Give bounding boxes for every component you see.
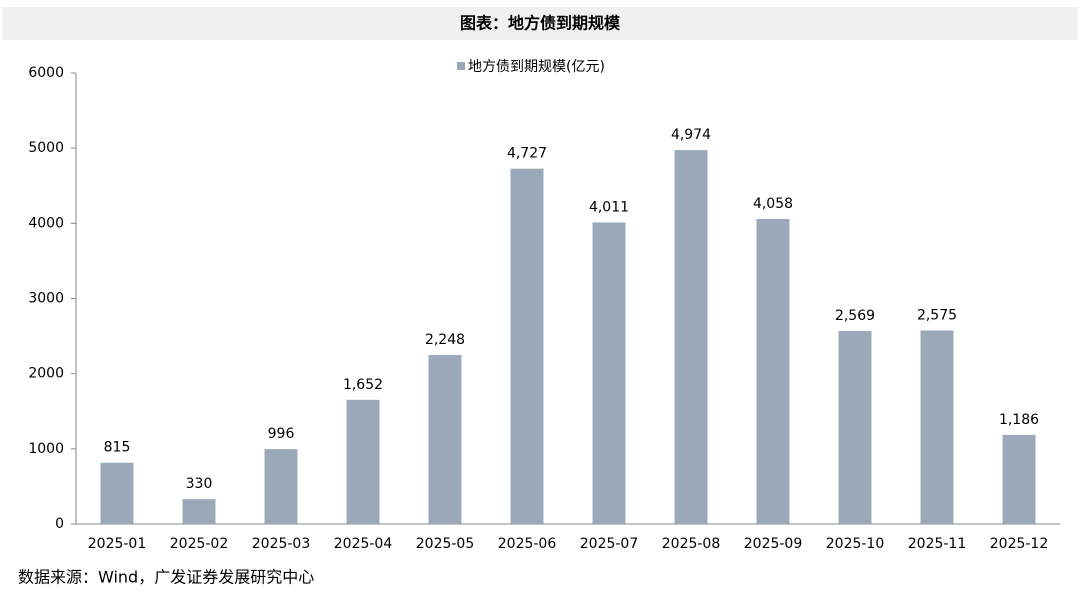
bar (920, 330, 954, 524)
bar (346, 399, 380, 524)
source-note: 数据来源：Wind，广发证券发展研究中心 (18, 568, 314, 587)
value-label: 1,186 (999, 412, 1039, 428)
value-label: 2,248 (425, 332, 465, 348)
value-label: 4,727 (507, 146, 547, 162)
x-tick-label: 2025-03 (252, 536, 311, 552)
value-label: 2,569 (835, 308, 875, 324)
bar (510, 168, 544, 524)
bar (674, 150, 708, 524)
bar (100, 462, 134, 524)
x-tick-label: 2025-08 (662, 536, 721, 552)
value-label: 1,652 (343, 377, 383, 393)
value-label: 996 (268, 426, 295, 442)
bar (182, 499, 216, 524)
y-tick-label: 6000 (28, 65, 64, 81)
y-tick-label: 2000 (28, 366, 64, 382)
value-label: 4,058 (753, 196, 793, 212)
y-tick-label: 4000 (28, 215, 64, 231)
legend-label: 地方债到期规模(亿元) (468, 59, 605, 75)
value-label: 330 (186, 476, 213, 492)
y-tick-label: 5000 (28, 140, 64, 156)
value-label: 815 (104, 440, 131, 456)
x-tick-label: 2025-09 (744, 536, 803, 552)
bar (428, 355, 462, 524)
bar (838, 330, 872, 524)
x-tick-label: 2025-06 (498, 536, 557, 552)
x-tick-label: 2025-07 (580, 536, 639, 552)
x-tick-label: 2025-04 (334, 536, 393, 552)
y-tick-label: 3000 (28, 291, 64, 307)
value-label: 2,575 (917, 307, 957, 323)
value-label: 4,011 (589, 200, 629, 216)
value-label: 4,974 (671, 127, 711, 143)
x-tick-label: 2025-01 (88, 536, 147, 552)
title-bar (2, 7, 1078, 40)
x-tick-label: 2025-10 (826, 536, 885, 552)
bar (1002, 434, 1036, 524)
x-tick-label: 2025-11 (908, 536, 967, 552)
bar (592, 222, 626, 524)
chart-title: 图表：地方债到期规模 (460, 14, 621, 33)
x-tick-label: 2025-05 (416, 536, 475, 552)
bar (756, 218, 790, 524)
x-tick-label: 2025-02 (170, 536, 229, 552)
x-tick-label: 2025-12 (990, 536, 1049, 552)
legend-swatch (457, 62, 465, 70)
y-tick-label: 0 (55, 516, 64, 532)
bar (264, 449, 298, 524)
y-tick-label: 1000 (28, 441, 64, 457)
